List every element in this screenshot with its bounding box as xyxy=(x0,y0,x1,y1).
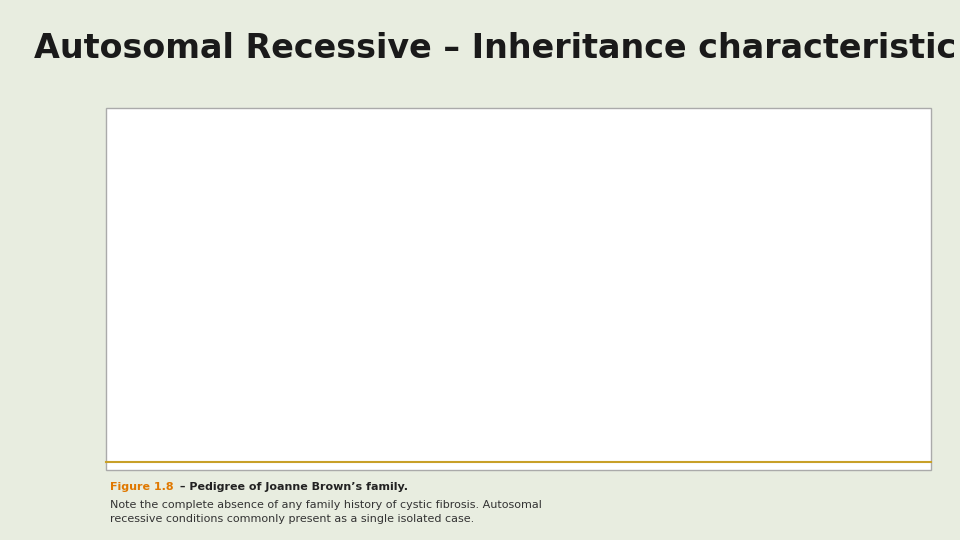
Bar xyxy=(234,139,270,163)
Bar xyxy=(541,139,576,163)
Bar xyxy=(436,350,471,374)
Bar xyxy=(670,199,706,222)
Text: recessive conditions commonly present as a single isolated case.: recessive conditions commonly present as… xyxy=(110,514,474,524)
Bar xyxy=(703,274,737,298)
Bar xyxy=(315,350,350,374)
Circle shape xyxy=(710,350,746,374)
Circle shape xyxy=(251,350,286,374)
Bar xyxy=(646,199,682,222)
Text: 3: 3 xyxy=(265,244,272,253)
Bar xyxy=(138,350,173,374)
Circle shape xyxy=(589,139,625,163)
Bar xyxy=(348,199,383,222)
Circle shape xyxy=(219,350,253,374)
Bar xyxy=(355,139,391,163)
Bar xyxy=(525,199,561,222)
Circle shape xyxy=(549,350,585,374)
Circle shape xyxy=(396,139,431,163)
Text: 3: 3 xyxy=(805,244,812,253)
Bar xyxy=(162,274,198,298)
Polygon shape xyxy=(400,231,443,266)
Circle shape xyxy=(613,199,649,222)
Polygon shape xyxy=(521,231,564,266)
Bar xyxy=(436,274,471,298)
Circle shape xyxy=(210,274,246,298)
Circle shape xyxy=(743,274,778,298)
Bar xyxy=(686,139,722,163)
Bar xyxy=(791,199,827,222)
Circle shape xyxy=(509,350,544,374)
Text: PAULINE: PAULINE xyxy=(505,306,537,315)
Circle shape xyxy=(283,350,319,374)
Circle shape xyxy=(622,350,657,374)
Text: JOANNE: JOANNE xyxy=(469,382,503,391)
Bar xyxy=(743,350,778,374)
Text: DAVID: DAVID xyxy=(427,306,451,315)
Circle shape xyxy=(734,139,770,163)
Circle shape xyxy=(485,274,520,298)
Polygon shape xyxy=(666,231,709,266)
Text: Figure 1.8: Figure 1.8 xyxy=(110,482,174,492)
Bar xyxy=(678,350,713,374)
Circle shape xyxy=(468,350,504,374)
Circle shape xyxy=(324,274,359,298)
Text: Autosomal Recessive – Inheritance characteristic: Autosomal Recessive – Inheritance charac… xyxy=(34,32,956,65)
Bar xyxy=(557,274,592,298)
Text: – Pedigree of Joanne Brown’s family.: – Pedigree of Joanne Brown’s family. xyxy=(176,482,408,492)
Polygon shape xyxy=(787,231,830,266)
Text: 1: 1 xyxy=(540,244,545,253)
Circle shape xyxy=(324,199,359,222)
Circle shape xyxy=(179,350,213,374)
Bar xyxy=(291,199,326,222)
Circle shape xyxy=(420,199,455,222)
Bar xyxy=(275,274,310,298)
Bar xyxy=(444,199,480,222)
Bar xyxy=(573,199,609,222)
Bar xyxy=(251,199,286,222)
Text: 2: 2 xyxy=(419,244,424,253)
Circle shape xyxy=(348,350,383,374)
Circle shape xyxy=(275,139,310,163)
Bar xyxy=(541,350,576,374)
Polygon shape xyxy=(247,231,290,266)
Circle shape xyxy=(751,199,786,222)
Circle shape xyxy=(582,350,616,374)
Circle shape xyxy=(597,274,633,298)
Text: 1: 1 xyxy=(684,244,691,253)
Text: Note the complete absence of any family history of cystic fibrosis. Autosomal: Note the complete absence of any family … xyxy=(110,500,542,510)
Bar xyxy=(388,199,423,222)
Bar xyxy=(775,350,810,374)
Circle shape xyxy=(710,199,746,222)
